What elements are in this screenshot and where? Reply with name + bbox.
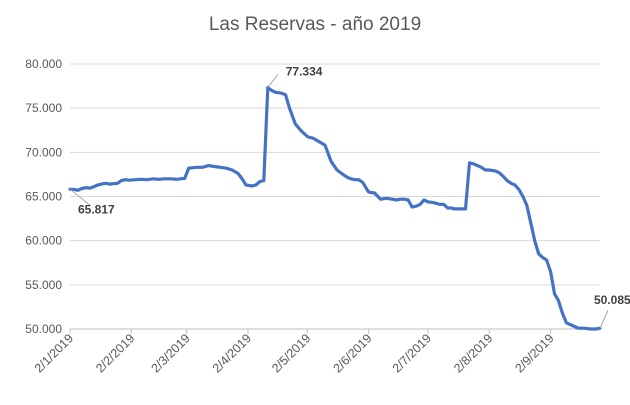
x-tick-label: 2/5/2019 [269,331,313,375]
x-tick-label: 2/3/2019 [148,331,192,375]
y-tick-label: 50.000 [25,322,62,336]
x-tick-label: 2/9/2019 [512,331,556,375]
y-tick-label: 75.000 [25,101,62,115]
grid-lines [70,63,600,286]
leader-line [267,74,279,88]
y-axis: 50.000 55.000 60.000 65.000 70.000 75.000 80.0… [25,57,62,336]
y-tick-label: 80.000 [25,57,62,71]
y-tick-label: 60.000 [25,234,62,248]
chart-title: Las Reservas - año 2019 [208,14,422,35]
data-label: 50.085 [594,293,630,307]
y-tick-label: 70.000 [25,145,62,159]
x-tick-label: 2/2/2019 [93,331,137,375]
x-tick-label: 2/1/2019 [32,331,76,375]
series-line [68,85,602,331]
leader-line [599,310,609,329]
data-label: 77.334 [286,65,323,79]
leader-line [69,188,91,206]
x-tick-label: 2/7/2019 [390,331,434,375]
y-tick-label: 65.000 [25,190,62,204]
x-tick-label: 2/6/2019 [330,331,374,375]
data-label: 65.817 [78,202,115,216]
data-labels: 65.817 77.334 50.085 [69,65,630,329]
series-layer [68,85,602,331]
x-tick-label: 2/4/2019 [210,331,254,375]
x-axis: 2/1/2019 2/2/2019 2/3/2019 2/4/2019 2/5/2019… [32,328,600,376]
y-tick-label: 55.000 [25,278,62,292]
x-tick-label: 2/8/2019 [451,331,495,375]
